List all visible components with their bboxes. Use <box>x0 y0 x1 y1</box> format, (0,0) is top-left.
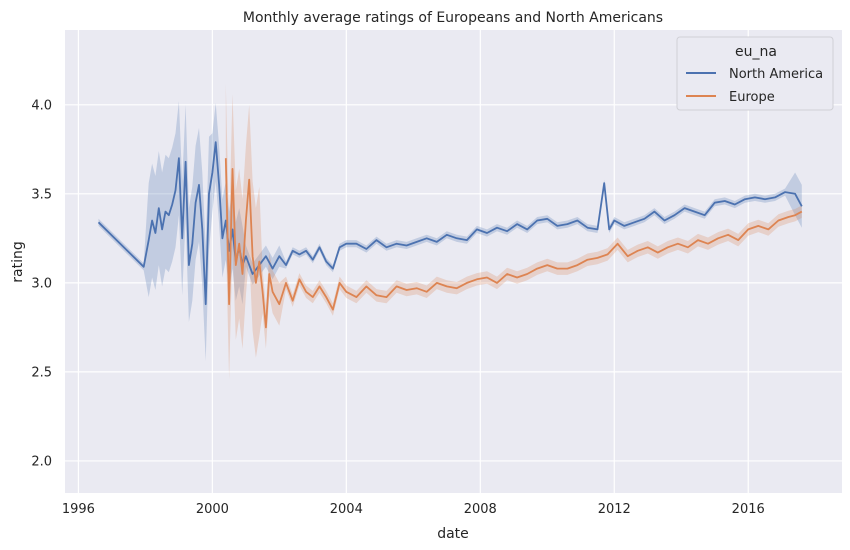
chart-title: Monthly average ratings of Europeans and… <box>243 10 663 26</box>
band-north-america <box>98 101 802 362</box>
legend-box <box>676 36 834 111</box>
series-lines <box>97 141 803 329</box>
x-tick-label: 1996 <box>62 502 95 517</box>
x-tick-label: 2000 <box>196 502 229 517</box>
y-tick-label: 2.5 <box>31 365 52 380</box>
legend: eu_na North America Europe <box>676 36 834 111</box>
x-tick-label: 2016 <box>732 502 765 517</box>
y-tick-label: 3.0 <box>31 276 52 291</box>
y-tick-label: 2.0 <box>31 454 52 469</box>
legend-title: eu_na <box>735 44 777 60</box>
x-tick-label: 2004 <box>330 502 363 517</box>
line-europe <box>224 158 803 329</box>
x-axis-label: date <box>437 526 469 542</box>
confidence-bands <box>98 83 802 380</box>
y-axis-ticks: 2.0 2.5 3.0 3.5 4.0 <box>31 98 52 469</box>
y-axis-label: rating <box>10 241 26 282</box>
y-tick-label: 4.0 <box>31 98 52 113</box>
x-tick-label: 2008 <box>464 502 497 517</box>
legend-label-europe: Europe <box>729 90 775 105</box>
y-tick-label: 3.5 <box>31 187 52 202</box>
x-tick-label: 2012 <box>598 502 631 517</box>
x-axis-ticks: 1996 2000 2004 2008 2012 2016 <box>62 502 765 517</box>
legend-label-north-america: North America <box>729 67 823 82</box>
line-north-america <box>97 141 803 306</box>
